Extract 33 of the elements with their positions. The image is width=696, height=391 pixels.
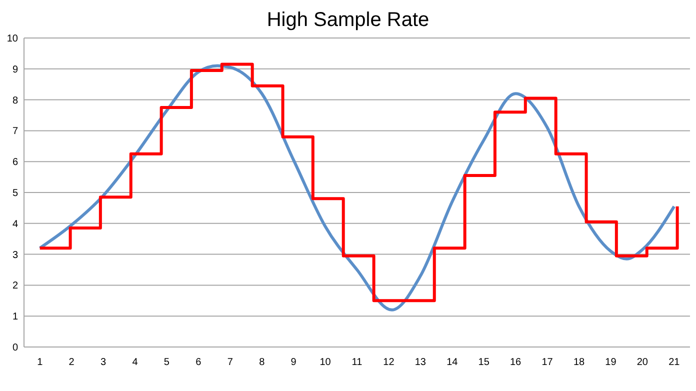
y-tick-label: 4 (12, 218, 18, 230)
x-tick-label: 18 (573, 357, 585, 368)
x-tick-label: 1 (37, 357, 44, 368)
y-tick-label: 6 (12, 157, 18, 168)
chart-title: High Sample Rate (266, 9, 430, 31)
y-tick-label: 7 (12, 126, 18, 138)
x-tick-label: 17 (542, 357, 554, 368)
x-tick-label: 21 (668, 357, 680, 368)
x-tick-label: 11 (352, 357, 363, 368)
x-tick-label: 12 (383, 357, 395, 368)
y-tick-label: 2 (12, 280, 18, 292)
x-tick-label: 9 (290, 357, 297, 368)
x-tick-label: 5 (164, 357, 170, 368)
x-tick-label: 20 (636, 357, 648, 368)
y-tick-label: 3 (12, 250, 18, 261)
x-tick-label: 13 (414, 357, 426, 368)
x-tick-label: 7 (227, 357, 234, 368)
x-tick-label: 2 (68, 357, 75, 368)
y-tick-label: 8 (12, 95, 18, 106)
y-tick-label: 1 (12, 312, 18, 323)
x-tick-label: 10 (320, 357, 332, 368)
y-tick-label: 0 (12, 342, 18, 354)
x-tick-label: 3 (100, 357, 107, 368)
x-tick-label: 6 (196, 357, 202, 368)
x-tick-label: 8 (259, 357, 266, 368)
y-tick-label: 5 (12, 188, 18, 199)
x-tick-label: 19 (605, 357, 617, 368)
x-tick-label: 15 (478, 357, 490, 368)
x-tick-label: 16 (510, 357, 522, 368)
x-tick-label: 14 (446, 357, 458, 368)
y-tick-label: 9 (12, 64, 18, 76)
y-tick-label: 10 (6, 34, 18, 44)
x-tick-label: 4 (132, 357, 138, 368)
